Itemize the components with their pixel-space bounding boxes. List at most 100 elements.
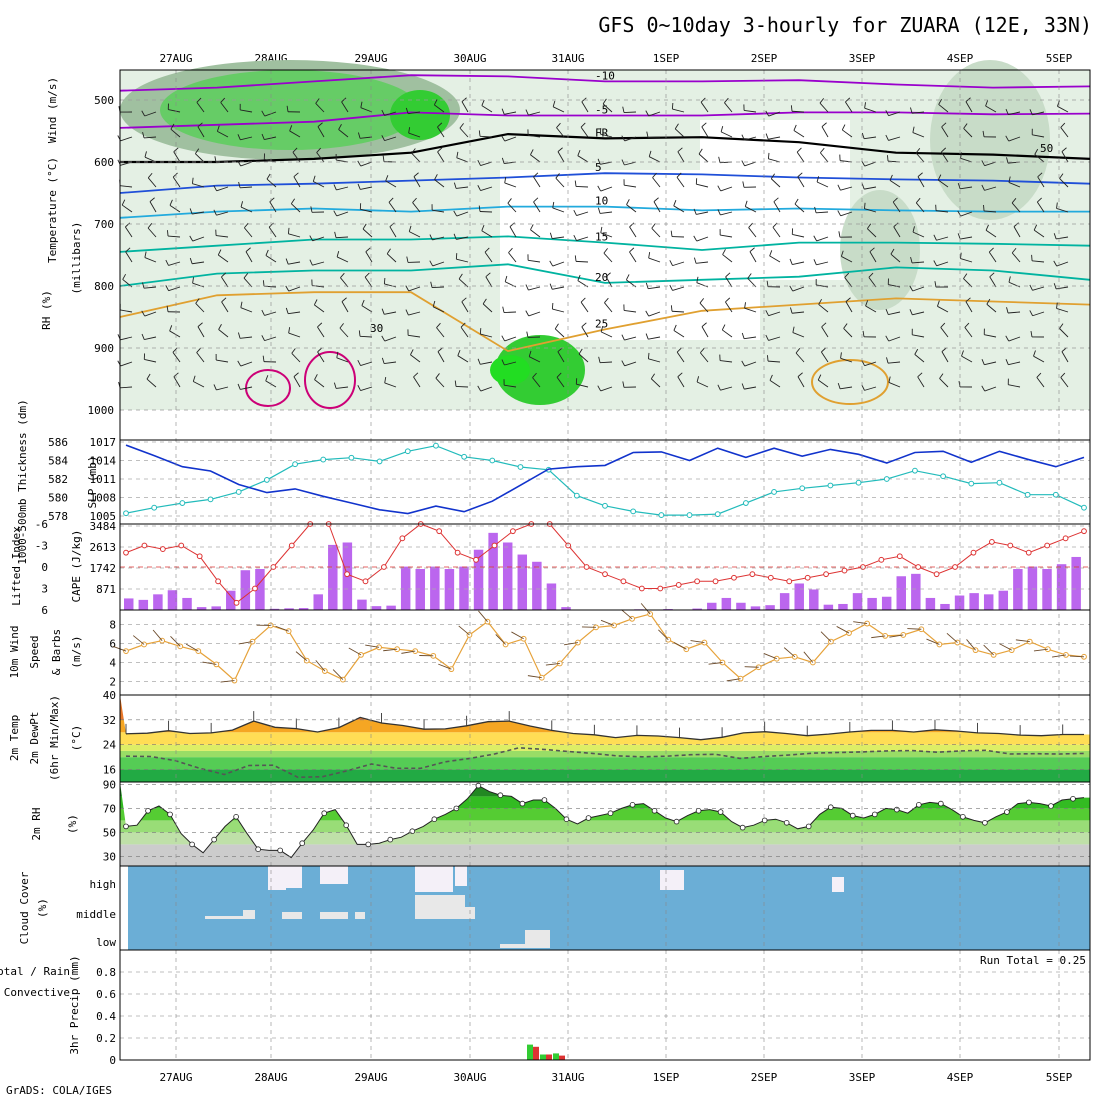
wind-barb bbox=[290, 198, 296, 204]
lifted-axis-label: Lifted Index bbox=[10, 526, 23, 606]
wind-barb bbox=[940, 327, 949, 338]
wind-barb bbox=[677, 376, 685, 388]
wind-barb bbox=[576, 383, 589, 388]
wind-barb bbox=[867, 228, 877, 238]
wind-barb bbox=[381, 135, 385, 141]
wind-barb bbox=[744, 666, 759, 668]
wind-barb bbox=[718, 156, 721, 163]
wind-barb bbox=[768, 336, 781, 341]
wind-barb bbox=[892, 201, 901, 213]
wind-barb bbox=[797, 176, 805, 188]
thickness-line-point bbox=[658, 512, 665, 518]
wind-barb bbox=[573, 234, 577, 241]
wind-barb bbox=[819, 98, 825, 104]
wind-barb bbox=[435, 373, 440, 379]
wind-barb bbox=[477, 159, 481, 166]
wind-barb bbox=[457, 355, 469, 363]
thickness-line-point bbox=[771, 489, 777, 495]
rh-point bbox=[343, 822, 350, 828]
wind-barb bbox=[651, 227, 661, 238]
wind-barb bbox=[120, 161, 133, 166]
wind-barb bbox=[747, 278, 757, 288]
wind-barb bbox=[262, 280, 265, 287]
wind-barb bbox=[340, 277, 349, 288]
wind-barb bbox=[504, 384, 517, 388]
wind-barb bbox=[700, 352, 709, 363]
cape-bar bbox=[532, 561, 542, 610]
wind-barb bbox=[577, 155, 589, 163]
wind-barb bbox=[1033, 648, 1048, 652]
rh-tick-label: 90 bbox=[103, 778, 116, 791]
wind-barb bbox=[701, 126, 709, 138]
wind-barb bbox=[333, 382, 337, 389]
thickness-line-point bbox=[404, 448, 411, 455]
wind-barb bbox=[1006, 307, 1009, 314]
wind-barb bbox=[789, 258, 793, 265]
wind-barb bbox=[765, 310, 769, 316]
wind-barb bbox=[141, 310, 146, 317]
wind-barb bbox=[213, 185, 218, 192]
wind-barb bbox=[836, 626, 850, 634]
wind-barb bbox=[501, 359, 505, 366]
wind-barb bbox=[189, 208, 193, 215]
wind-barb bbox=[1056, 208, 1069, 213]
wind-barb bbox=[216, 386, 229, 391]
wind-barb bbox=[530, 229, 541, 238]
wind-barb bbox=[460, 322, 466, 328]
wind-barb bbox=[629, 222, 635, 228]
wind-barb bbox=[549, 232, 553, 239]
wind-barb bbox=[792, 326, 795, 333]
wind-barb bbox=[333, 184, 337, 191]
wind-barb bbox=[360, 186, 373, 190]
wind-barb bbox=[365, 644, 380, 648]
thickness-line-point bbox=[630, 508, 637, 515]
cape-bar bbox=[313, 594, 323, 610]
wind-barb bbox=[504, 336, 517, 342]
wind-barb bbox=[820, 147, 825, 154]
wind-barb bbox=[220, 102, 229, 113]
wind-barb bbox=[508, 247, 513, 253]
wind-barb bbox=[677, 151, 685, 163]
wind-barb bbox=[1011, 202, 1021, 213]
wind-barb bbox=[501, 108, 505, 115]
wind-barb bbox=[917, 376, 925, 388]
wind-barb bbox=[1053, 260, 1058, 267]
wind-barb bbox=[965, 297, 971, 303]
wind-barb bbox=[1056, 308, 1069, 313]
isotherm-line bbox=[119, 205, 1090, 219]
wind-barb bbox=[144, 257, 157, 263]
cape-bar bbox=[226, 590, 236, 610]
lifted-index-line-point bbox=[1044, 542, 1051, 549]
wind-barb bbox=[554, 328, 565, 338]
rh-point bbox=[1004, 809, 1010, 815]
wind-barb bbox=[556, 372, 562, 378]
wind-barb bbox=[889, 174, 893, 181]
cape-bar bbox=[269, 608, 280, 610]
wind-barb bbox=[245, 247, 251, 252]
wind-barb bbox=[388, 197, 394, 203]
wind-barb bbox=[842, 129, 853, 138]
wind-barb bbox=[317, 126, 325, 138]
wind-barb bbox=[744, 200, 748, 207]
y-tick-label: 500 bbox=[94, 94, 114, 107]
wind-barb bbox=[196, 352, 205, 363]
cape-bar bbox=[1071, 556, 1081, 610]
wind-barb bbox=[217, 130, 229, 138]
wind-barb bbox=[480, 386, 493, 392]
wind-barb bbox=[313, 181, 325, 188]
rh-point bbox=[541, 797, 548, 803]
wind-barb bbox=[122, 273, 127, 280]
wind-barb bbox=[744, 361, 757, 367]
wind-barb bbox=[813, 235, 818, 242]
wind-barb bbox=[580, 126, 589, 138]
wind-barb bbox=[432, 300, 436, 307]
wind-barb bbox=[336, 357, 349, 363]
wind-barb bbox=[1011, 252, 1021, 263]
wind-barb bbox=[144, 156, 157, 163]
lifted-index-line-point bbox=[288, 542, 295, 549]
wind-barb bbox=[1005, 335, 1010, 342]
cape-tick-label: 871 bbox=[96, 583, 116, 596]
wind-barb bbox=[217, 249, 222, 256]
wind-barb bbox=[262, 355, 265, 362]
cape-bar bbox=[284, 608, 294, 610]
